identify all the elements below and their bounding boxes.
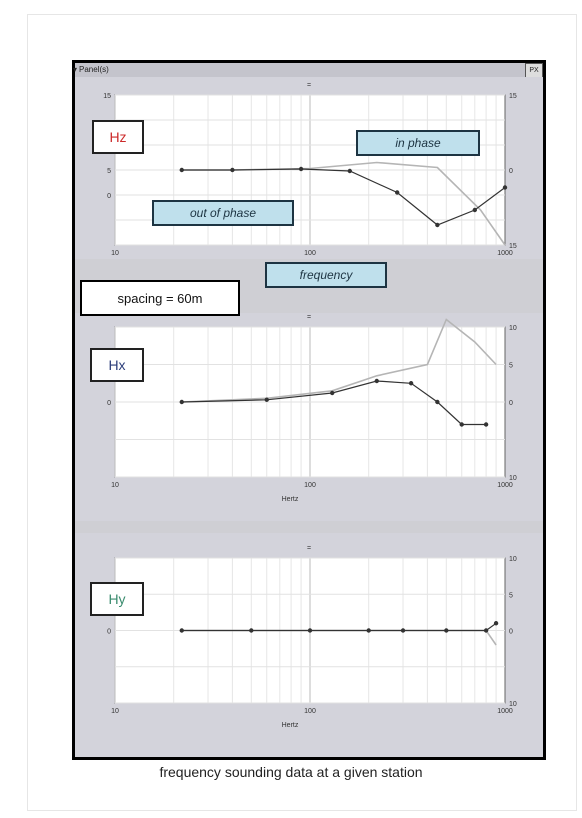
- y-tick-label-right: 10: [509, 475, 517, 482]
- out-of-phase-line: [181, 168, 506, 226]
- figure-caption: frequency sounding data at a given stati…: [159, 764, 423, 780]
- y-tick-label-right: 0: [509, 168, 513, 175]
- y-tick-label-right: 0: [509, 629, 513, 636]
- y-tick-label-right: 5: [509, 363, 513, 370]
- y-tick-label-right: 10: [509, 701, 517, 708]
- panel-marker: =: [307, 545, 311, 552]
- plot-window: ▾ Panel(s) PX =15050101515101001000=1000…: [72, 60, 546, 760]
- plots-canvas: =15050101515101001000=1000510101001000He…: [75, 77, 543, 757]
- out-of-phase-point: [347, 168, 353, 174]
- out-of-phase-point: [394, 190, 400, 195]
- y-tick-label-left: 0: [107, 193, 111, 200]
- out-of-phase-point: [366, 628, 371, 633]
- hx-label: Hx: [90, 348, 144, 382]
- out-of-phase-point: [179, 167, 184, 173]
- out-of-phase-point: [249, 628, 254, 633]
- in-phase-callout: in phase: [356, 130, 480, 156]
- out-of-phase-point: [179, 399, 184, 405]
- y-tick-label-right: 5: [509, 592, 513, 599]
- x-axis-label: Hertz: [282, 496, 299, 503]
- out-of-phase-point: [408, 381, 414, 386]
- x-tick-label: 100: [304, 250, 316, 257]
- x-tick-label: 10: [111, 482, 119, 489]
- x-tick-label: 10: [111, 708, 119, 715]
- out-of-phase-point: [179, 628, 184, 633]
- out-of-phase-point: [400, 628, 406, 633]
- panel-marker: =: [307, 314, 311, 321]
- spacing-label: spacing = 60m: [80, 280, 240, 316]
- y-tick-label-right: 10: [509, 556, 517, 563]
- out-of-phase-point: [230, 167, 235, 173]
- x-tick-label: 1000: [497, 250, 513, 257]
- out-of-phase-point: [330, 390, 335, 396]
- hz-label: Hz: [92, 120, 144, 154]
- y-tick-label-right: 0: [509, 400, 513, 407]
- out-of-phase-point: [472, 207, 477, 213]
- x-tick-label: 100: [304, 482, 316, 489]
- panel-marker: =: [307, 82, 311, 89]
- x-tick-label: 100: [304, 708, 316, 715]
- out-of-phase-point: [435, 399, 440, 405]
- plot-window-titlebar: ▾ Panel(s) PX: [73, 63, 543, 79]
- x-axis-label: Hertz: [282, 722, 299, 729]
- y-tick-label-right: 15: [509, 243, 517, 250]
- out-of-phase-callout: out of phase: [152, 200, 294, 226]
- x-tick-label: 10: [111, 250, 119, 257]
- out-of-phase-point: [483, 422, 489, 427]
- out-of-phase-line: [181, 380, 487, 426]
- out-of-phase-point: [502, 185, 508, 190]
- y-tick-label-left: 5: [107, 168, 111, 175]
- out-of-phase-point: [435, 222, 440, 228]
- x-tick-label: 1000: [497, 708, 513, 715]
- out-of-phase-point: [374, 378, 379, 384]
- out-of-phase-point: [298, 166, 304, 172]
- out-of-phase-point: [307, 628, 313, 633]
- y-tick-label-left: 0: [107, 400, 111, 407]
- y-tick-label-left: 0: [107, 629, 111, 636]
- frequency-callout: frequency: [265, 262, 387, 288]
- y-tick-label-right: 10: [509, 325, 517, 332]
- out-of-phase-line: [181, 622, 497, 632]
- panel-label: Panel(s): [79, 65, 109, 74]
- hy-label: Hy: [90, 582, 144, 616]
- collapse-arrow-icon[interactable]: ▾: [73, 65, 78, 74]
- y-tick-label-left: 15: [103, 93, 111, 100]
- out-of-phase-point: [264, 397, 269, 402]
- out-of-phase-point: [459, 422, 464, 427]
- y-tick-label-right: 15: [509, 93, 517, 100]
- out-of-phase-point: [444, 628, 449, 633]
- x-tick-label: 1000: [497, 482, 513, 489]
- out-of-phase-point: [483, 628, 489, 633]
- out-of-phase-point: [493, 621, 499, 626]
- in-phase-line: [181, 318, 497, 403]
